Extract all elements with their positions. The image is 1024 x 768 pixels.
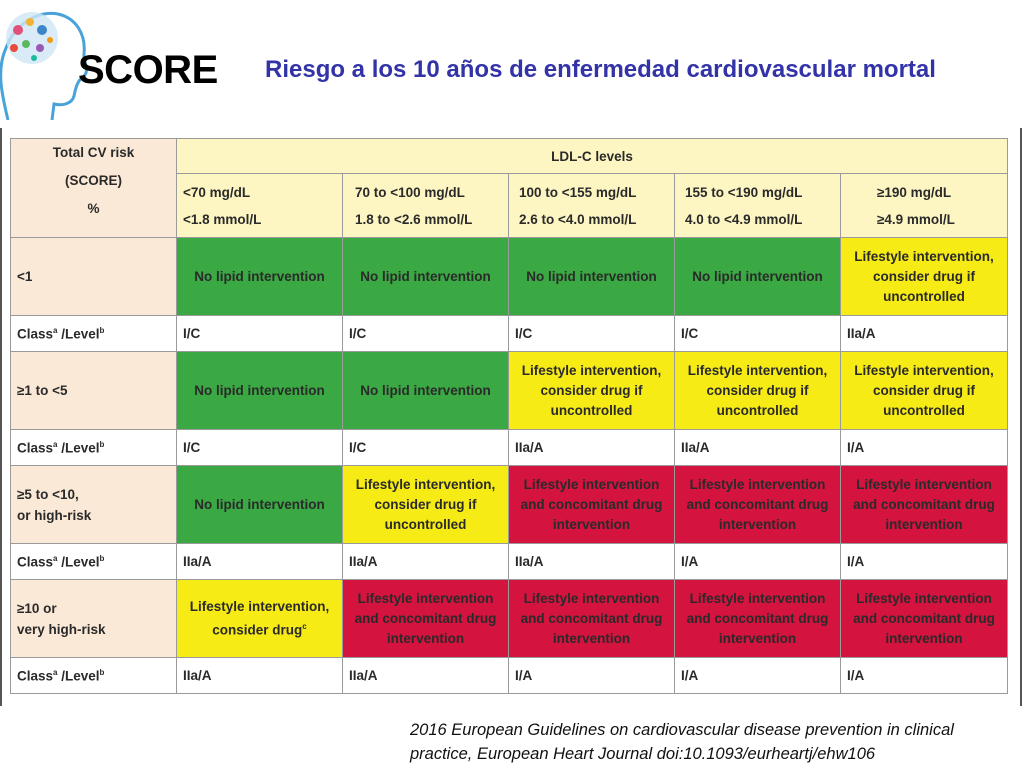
slide-title: SCORE xyxy=(78,48,218,92)
cell-4-1-sup: c xyxy=(302,621,307,631)
slide-subtitle: Riesgo a los 10 años de enfermedad cardi… xyxy=(265,56,936,83)
cell-2-5: Lifestyle intervention, consider drug if… xyxy=(839,351,1009,430)
cell-2-1: No lipid intervention xyxy=(176,351,343,430)
class-level-label-1: Classa /Levelb xyxy=(10,315,177,352)
class-level-label-4: Classa /Levelb xyxy=(10,657,177,694)
corner-line-3: % xyxy=(87,201,100,216)
class-sup-a: a xyxy=(53,667,58,677)
class-2-3: IIa/A xyxy=(508,429,675,466)
class-2-4: IIa/A xyxy=(674,429,841,466)
risk-row-2-line-1: ≥1 to <5 xyxy=(17,383,68,398)
class-level-label-2: Classa /Levelb xyxy=(10,429,177,466)
level-text: /Level xyxy=(57,668,100,684)
level-sup-b: b xyxy=(99,553,105,563)
class-text: Class xyxy=(17,326,54,342)
class-1-1: I/C xyxy=(176,315,343,352)
cell-1-3: No lipid intervention xyxy=(508,237,675,316)
class-text: Class xyxy=(17,440,54,456)
risk-row-4-line-2: very high-risk xyxy=(17,621,106,637)
risk-row-3-label: ≥5 to <10, or high-risk xyxy=(10,465,177,544)
ldl-col-4-mgdl: 155 to <190 mg/dL xyxy=(685,184,803,200)
ldl-col-1-mmol: <1.8 mmol/L xyxy=(183,211,262,227)
risk-row-4-label: ≥10 or very high-risk xyxy=(10,579,177,658)
level-text: /Level xyxy=(57,440,100,456)
cell-3-5: Lifestyle intervention and concomitant d… xyxy=(839,465,1009,544)
risk-row-1-line-1: <1 xyxy=(17,269,33,284)
ldl-levels-header: LDL-C levels xyxy=(175,138,1009,174)
risk-row-3-line-1: ≥5 to <10, xyxy=(17,486,79,502)
risk-row-4-line-1: ≥10 or xyxy=(17,600,57,616)
cell-3-3: Lifestyle intervention and concomitant d… xyxy=(508,465,675,544)
class-3-2: IIa/A xyxy=(342,543,509,580)
total-cv-risk-header: Total CV risk (SCORE) % xyxy=(10,138,177,238)
cell-4-1: Lifestyle intervention, consider drugc xyxy=(176,579,343,658)
class-sup-a: a xyxy=(53,439,58,449)
class-level-label-3: Classa /Levelb xyxy=(10,543,177,580)
slide-frame xyxy=(0,128,1022,706)
cell-2-2: No lipid intervention xyxy=(342,351,509,430)
ldl-col-1: <70 mg/dL <1.8 mmol/L xyxy=(176,173,343,238)
class-text: Class xyxy=(17,554,54,570)
cell-4-5: Lifestyle intervention and concomitant d… xyxy=(839,579,1009,658)
class-3-3: IIa/A xyxy=(508,543,675,580)
corner-line-2: (SCORE) xyxy=(65,173,122,188)
class-sup-a: a xyxy=(53,325,58,335)
class-text: Class xyxy=(17,668,54,684)
cell-3-1: No lipid intervention xyxy=(176,465,343,544)
ldl-col-3: 100 to <155 mg/dL 2.6 to <4.0 mmol/L xyxy=(508,173,675,238)
ldl-col-5-mgdl: ≥190 mg/dL xyxy=(877,184,952,200)
ldl-col-4-mmol: 4.0 to <4.9 mmol/L xyxy=(685,211,803,227)
class-4-5: I/A xyxy=(839,657,1009,694)
cell-1-4: No lipid intervention xyxy=(674,237,841,316)
class-2-5: I/A xyxy=(839,429,1009,466)
cell-1-2: No lipid intervention xyxy=(342,237,509,316)
class-1-5: IIa/A xyxy=(839,315,1009,352)
ldl-col-2-mgdl: 70 to <100 mg/dL xyxy=(355,184,465,200)
level-sup-b: b xyxy=(99,325,105,335)
cell-3-2: Lifestyle intervention, consider drug if… xyxy=(342,465,509,544)
ldl-col-5-mmol: ≥4.9 mmol/L xyxy=(877,211,955,227)
cell-2-3: Lifestyle intervention, consider drug if… xyxy=(508,351,675,430)
risk-row-1-label: <1 xyxy=(10,237,177,316)
class-4-3: I/A xyxy=(508,657,675,694)
corner-line-1: Total CV risk xyxy=(52,145,135,160)
ldl-col-2: 70 to <100 mg/dL 1.8 to <2.6 mmol/L xyxy=(342,173,509,238)
class-1-4: I/C xyxy=(674,315,841,352)
cell-1-1: No lipid intervention xyxy=(176,237,343,316)
class-4-2: IIa/A xyxy=(342,657,509,694)
class-4-1: IIa/A xyxy=(176,657,343,694)
cell-4-3: Lifestyle intervention and concomitant d… xyxy=(508,579,675,658)
level-sup-b: b xyxy=(99,667,105,677)
class-3-5: I/A xyxy=(839,543,1009,580)
cell-4-2: Lifestyle intervention and concomitant d… xyxy=(342,579,509,658)
cell-3-4: Lifestyle intervention and concomitant d… xyxy=(674,465,841,544)
risk-row-2-label: ≥1 to <5 xyxy=(10,351,177,430)
level-text: /Level xyxy=(57,554,100,570)
score-table: Total CV risk (SCORE) % LDL-C levels <70… xyxy=(10,138,1009,694)
ldl-col-3-mmol: 2.6 to <4.0 mmol/L xyxy=(519,211,637,227)
cell-1-5: Lifestyle intervention, consider drug if… xyxy=(839,237,1009,316)
cell-4-4: Lifestyle intervention and concomitant d… xyxy=(674,579,841,658)
ldl-col-2-mmol: 1.8 to <2.6 mmol/L xyxy=(355,211,473,227)
class-2-1: I/C xyxy=(176,429,343,466)
class-3-4: I/A xyxy=(674,543,841,580)
cell-4-1-text: Lifestyle intervention, consider drug xyxy=(189,598,330,638)
brain-head-logo xyxy=(0,11,88,120)
ldl-col-4: 155 to <190 mg/dL 4.0 to <4.9 mmol/L xyxy=(674,173,841,238)
ldl-col-3-mgdl: 100 to <155 mg/dL xyxy=(519,184,637,200)
class-1-2: I/C xyxy=(342,315,509,352)
class-1-3: I/C xyxy=(508,315,675,352)
class-4-4: I/A xyxy=(674,657,841,694)
class-sup-a: a xyxy=(53,553,58,563)
cell-2-4: Lifestyle intervention, consider drug if… xyxy=(674,351,841,430)
ldl-col-5: ≥190 mg/dL ≥4.9 mmol/L xyxy=(839,173,1009,238)
ldl-col-1-mgdl: <70 mg/dL xyxy=(183,184,251,200)
risk-row-3-line-2: or high-risk xyxy=(17,507,92,523)
class-3-1: IIa/A xyxy=(176,543,343,580)
level-sup-b: b xyxy=(99,439,105,449)
class-2-2: I/C xyxy=(342,429,509,466)
reference-citation: 2016 European Guidelines on cardiovascul… xyxy=(410,721,954,763)
level-text: /Level xyxy=(57,326,100,342)
